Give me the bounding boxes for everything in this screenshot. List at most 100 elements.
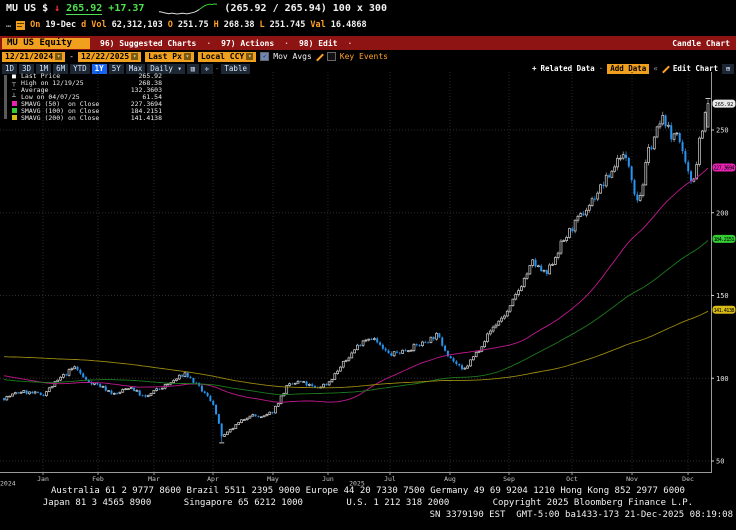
candle-down (257, 416, 260, 418)
legend-row[interactable]: SMAVG (50) on Close 227.3694 (10, 101, 162, 108)
candle-down (158, 388, 161, 390)
quote-bar: … On 19-Dec d Vol 62,312,103 O 251.75 H … (0, 17, 736, 33)
date-to-input[interactable]: 12/22/2025 ▾ (78, 51, 142, 62)
candle-down (299, 381, 302, 383)
candle-up (13, 392, 17, 395)
menu-item[interactable]: 97) Actions (221, 38, 275, 48)
candle-down (415, 344, 418, 346)
candle-up (234, 424, 238, 429)
low-value: 251.745 (269, 20, 306, 30)
candle-up (483, 341, 486, 348)
candle-up (596, 192, 600, 200)
candle-up (373, 338, 376, 340)
candle-up (621, 154, 625, 159)
period-tab-1m[interactable]: 1M (36, 63, 52, 74)
candle-up (551, 264, 554, 266)
candle-up (655, 126, 659, 138)
candle-down (325, 384, 328, 386)
period-tab-3d[interactable]: 3D (19, 63, 35, 74)
candle-up (231, 428, 235, 430)
candle-up (183, 372, 187, 378)
intraday-sparkline (158, 2, 218, 15)
calendar-dropdown-icon[interactable]: ▾ (55, 53, 63, 60)
legend-row[interactable]: SMAVG (100) on Close 184.2151 (10, 108, 162, 115)
swatch-icon (10, 108, 18, 115)
price-chart[interactable]: 250 200 150 100 50 Jan Feb Mar Apr May Jun Jul Aug Se… (0, 72, 736, 486)
mov-avgs-label[interactable]: Mov Avgs (273, 52, 312, 61)
candle-up (463, 367, 467, 370)
candle-up (703, 112, 707, 132)
period-tab-1d[interactable]: 1D (2, 63, 18, 74)
candle-up (421, 341, 424, 347)
candle-up (525, 273, 529, 279)
note-icon[interactable] (16, 20, 26, 30)
candle-up (522, 277, 526, 287)
candle-up (11, 393, 14, 397)
currency-select[interactable]: Local CCY ▾ (197, 51, 257, 62)
key-events-checkbox[interactable] (326, 52, 336, 61)
ticker-currency: $ (42, 3, 49, 14)
chart-style-icon[interactable]: ▥ (186, 63, 199, 74)
legend-row[interactable]: ┴ Low on 04/07/25 61.54 (10, 94, 162, 101)
ticker-symbol[interactable]: MU US (6, 3, 37, 14)
legend-row[interactable]: ■ Last Price 265.92 (10, 73, 162, 80)
candle-up (302, 381, 306, 383)
frequency-value: Daily (150, 63, 173, 73)
candle-down (87, 379, 90, 383)
period-tab-6m[interactable]: 6M (53, 63, 69, 74)
legend-label: Low on 04/07/25 (21, 93, 80, 101)
candle-up (19, 392, 23, 394)
candle-down (384, 348, 387, 351)
legend-handle[interactable] (4, 75, 7, 119)
period-tab-ytd[interactable]: YTD (70, 63, 90, 74)
menu-item[interactable]: 98) Edit (298, 38, 338, 48)
year-label: 2024 (0, 480, 16, 487)
high-marker-icon: ┬ (12, 79, 16, 87)
edit-pencil-icon[interactable] (316, 53, 323, 60)
footer-phones-2: Japan 81 3 4565 8900 Singapore 65 6212 1… (42, 498, 694, 508)
candle-down (602, 184, 605, 186)
candle-down (381, 344, 384, 349)
y-tick-label: 150 (716, 292, 729, 300)
legend-value: 132.3603 (130, 86, 162, 94)
candle-up (33, 391, 37, 394)
legend-row[interactable]: ┄ Average 132.3603 (10, 87, 162, 94)
grid-icon[interactable]: ⊞ (722, 63, 734, 74)
smavg-50-line (3, 167, 709, 403)
date-to-value: 12/22/2025 (81, 51, 130, 61)
edit-chart-button[interactable]: Edit Chart (672, 64, 718, 73)
frequency-select[interactable]: Daily ▾ (147, 63, 185, 74)
quote-date[interactable]: 19-Dec (45, 20, 77, 30)
key-events-label[interactable]: Key Events (339, 52, 388, 61)
candle-up (288, 383, 291, 386)
related-data-button[interactable]: Related Data (540, 64, 595, 73)
annotate-icon[interactable]: ✛ (200, 63, 213, 74)
table-tab[interactable]: Table (221, 63, 250, 74)
candle-down (96, 382, 99, 385)
candle-down (76, 366, 79, 370)
candle-up (491, 326, 495, 332)
candle-up (480, 346, 484, 352)
date-from-input[interactable]: 12/21/2024 ▾ (2, 51, 66, 62)
month-label: Apr (207, 475, 219, 483)
period-tab-max[interactable]: Max (125, 63, 146, 74)
add-data-input[interactable]: Add Data (607, 63, 650, 74)
candle-down (593, 198, 596, 200)
more-indicator[interactable]: … (6, 20, 12, 30)
price-type-select[interactable]: Last Px ▾ (145, 51, 194, 62)
legend-row[interactable]: SMAVG (200) on Close 141.4138 (10, 115, 162, 122)
mov-avgs-checkbox[interactable]: ✓ (260, 52, 270, 61)
calendar-dropdown-icon[interactable]: ▾ (131, 53, 139, 60)
period-tab-1y[interactable]: 1Y (91, 63, 107, 74)
candle-up (508, 305, 512, 312)
year-label: 2025 (349, 480, 365, 487)
candle-up (339, 366, 342, 372)
legend-row[interactable]: ┬ High on 12/19/25 268.38 (10, 80, 162, 87)
price-change: +17.37 (108, 3, 145, 14)
menu-item[interactable]: 96) Suggested Charts (100, 38, 197, 48)
y-tick-label: 200 (716, 209, 729, 217)
period-tab-5y[interactable]: 5Y (108, 63, 124, 74)
collapse-icon[interactable]: « (653, 64, 658, 73)
series-swatch (11, 108, 17, 113)
security-field[interactable]: MU US Equity (2, 37, 90, 49)
